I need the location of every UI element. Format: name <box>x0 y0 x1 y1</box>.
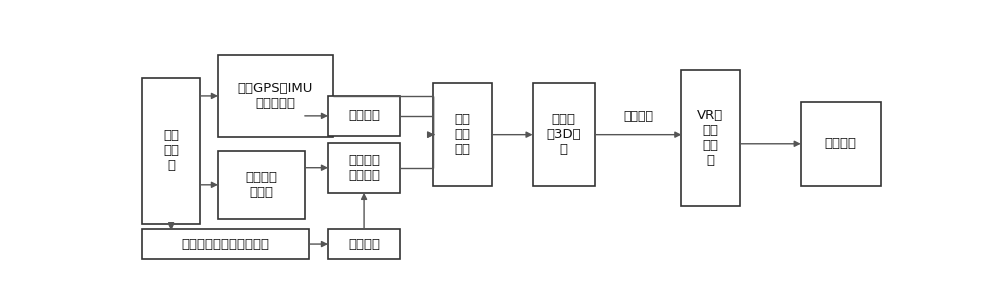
Bar <box>533 83 595 186</box>
Text: 图像温度
区域划分: 图像温度 区域划分 <box>348 154 380 182</box>
Bar <box>328 143 400 193</box>
Text: 基于GPS及IMU
的定位模块: 基于GPS及IMU 的定位模块 <box>238 82 313 110</box>
Bar <box>328 229 400 259</box>
Text: 无线传输: 无线传输 <box>623 110 653 123</box>
Bar <box>328 96 400 136</box>
Text: 图像拼接: 图像拼接 <box>348 109 380 122</box>
Bar <box>801 102 881 186</box>
Bar <box>433 83 492 186</box>
Bar <box>142 229 309 259</box>
Bar <box>218 151 305 219</box>
Bar <box>681 70 740 207</box>
Text: 数据处理: 数据处理 <box>348 238 380 251</box>
Text: 无人
机模
块: 无人 机模 块 <box>163 129 179 172</box>
Text: 红外热图
像获取: 红外热图 像获取 <box>245 171 277 199</box>
Text: 表面温度及其他数据采集: 表面温度及其他数据采集 <box>181 238 269 251</box>
Text: VR虚
拟现
实设
备: VR虚 拟现 实设 备 <box>697 109 724 167</box>
Bar <box>142 78 200 223</box>
Text: 图像
叠加
处理: 图像 叠加 处理 <box>455 113 471 156</box>
Bar <box>218 55 333 137</box>
Text: 图像转
换3D格
式: 图像转 换3D格 式 <box>546 113 581 156</box>
Text: 检测报告: 检测报告 <box>825 137 857 150</box>
